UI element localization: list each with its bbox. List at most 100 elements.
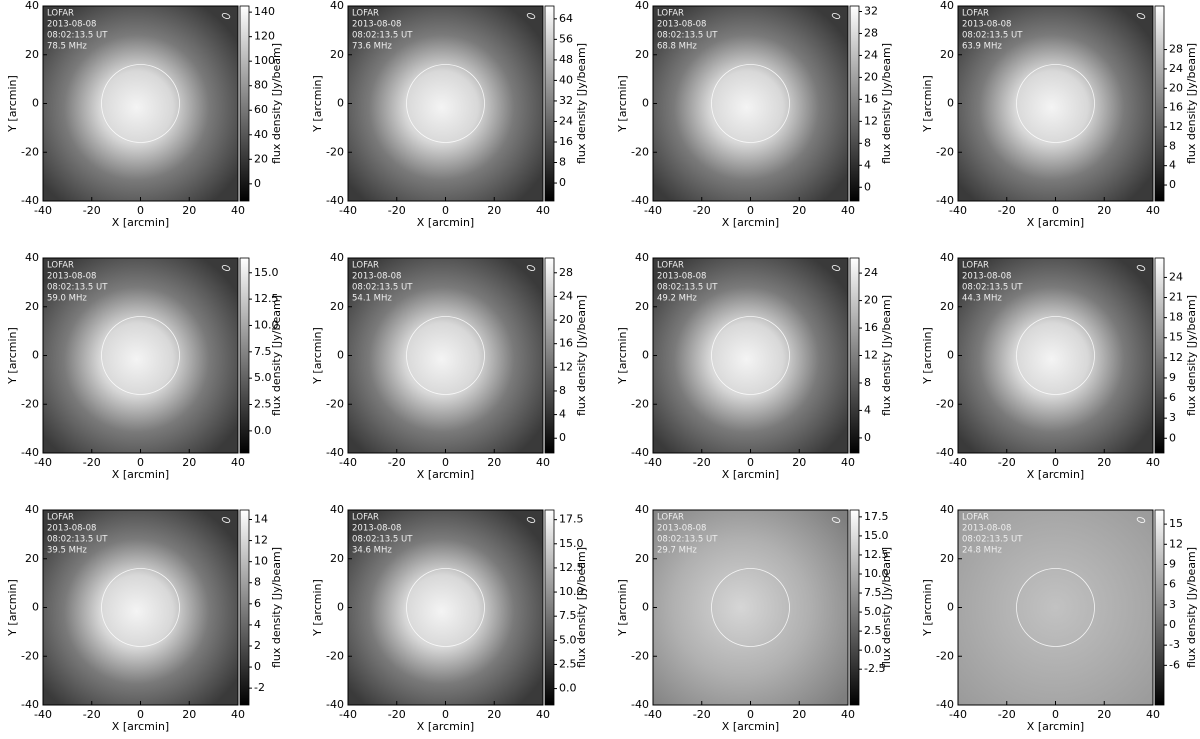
solar-limb: [101, 64, 180, 143]
colorbar-tick-label: 12: [864, 349, 878, 362]
annotation: 68.8 MHz: [657, 42, 697, 52]
y-tick-label: 40: [25, 503, 39, 516]
x-axis-label: X [arcmin]: [1027, 216, 1084, 229]
colorbar-label: flux density [Jy/beam]: [270, 295, 283, 416]
y-axis-label: Y [arcmin]: [6, 327, 19, 385]
y-tick-label: 0: [337, 349, 344, 362]
x-tick-label: 40: [841, 204, 855, 217]
colorbar-tick-label: 15.0: [559, 537, 584, 550]
colorbar-tick-label: 0.0: [559, 682, 577, 695]
x-tick-label: -40: [339, 708, 357, 721]
x-tick-label: 0: [1052, 708, 1059, 721]
colorbar-tick-label: -2.5: [864, 662, 885, 675]
colorbar-tick-label: 10.0: [864, 567, 889, 580]
colorbar-tick-label: 4: [254, 618, 261, 631]
map-image: [348, 510, 543, 705]
y-tick-label: 20: [635, 48, 649, 61]
colorbar-tick-label: 0.0: [864, 643, 882, 656]
annotation: 2013-08-08: [352, 272, 401, 282]
y-tick-label: -40: [21, 194, 39, 207]
annotation: LOFAR: [352, 513, 379, 523]
x-tick-label: 20: [792, 708, 806, 721]
colorbar-tick-label: 28: [1169, 43, 1183, 56]
x-tick-label: -40: [339, 204, 357, 217]
annotation: LOFAR: [657, 261, 684, 271]
annotation: 2013-08-08: [47, 524, 96, 534]
y-tick-label: -20: [936, 145, 954, 158]
map-image: [958, 258, 1153, 453]
annotation: 73.6 MHz: [352, 42, 392, 52]
colorbar-tick-label: 120: [254, 30, 275, 43]
beam: [1136, 13, 1146, 19]
x-axis-label: X [arcmin]: [112, 468, 169, 481]
y-axis-label: Y [arcmin]: [616, 327, 629, 385]
x-tick-label: -20: [693, 708, 711, 721]
solar-limb: [711, 64, 790, 143]
colorbar-tick-label: 20: [864, 70, 878, 83]
annotation: 29.7 MHz: [657, 546, 697, 556]
solar-limb: [101, 316, 180, 395]
colorbar-tick-label: 7.5: [559, 609, 577, 622]
y-tick-label: 20: [330, 300, 344, 313]
x-tick-label: 40: [231, 204, 245, 217]
colorbar-tick-label: 15: [1169, 331, 1183, 344]
map-image: [43, 258, 238, 453]
colorbar-tick-label: 17.5: [864, 510, 889, 523]
annotation: 08:02:13.5 UT: [962, 31, 1023, 41]
x-tick-label: -20: [83, 204, 101, 217]
x-tick-label: 20: [182, 708, 196, 721]
x-tick-label: 0: [137, 204, 144, 217]
x-tick-label: -40: [34, 456, 52, 469]
x-tick-label: 0: [442, 204, 449, 217]
colorbar-tick-label: 0: [1169, 431, 1176, 444]
colorbar-tick-label: 12: [1169, 537, 1183, 550]
colorbar-tick-label: 140: [254, 5, 275, 18]
y-tick-label: 20: [25, 300, 39, 313]
y-axis-label: Y [arcmin]: [311, 327, 324, 385]
annotation: 08:02:13.5 UT: [657, 535, 718, 545]
x-tick-label: 40: [231, 708, 245, 721]
colorbar-tick-label: 32: [864, 4, 878, 17]
x-tick-label: -20: [83, 708, 101, 721]
x-tick-label: 20: [1097, 456, 1111, 469]
x-tick-label: -20: [998, 204, 1016, 217]
colorbar-tick-label: 20: [254, 152, 268, 165]
y-tick-label: 0: [337, 97, 344, 110]
x-tick-label: 40: [536, 708, 550, 721]
y-tick-label: -20: [326, 649, 344, 662]
y-tick-label: 40: [25, 251, 39, 264]
y-tick-label: 40: [330, 0, 344, 12]
y-tick-label: -40: [326, 446, 344, 459]
solar-limb: [1016, 316, 1095, 395]
y-tick-label: 20: [330, 552, 344, 565]
colorbar: [849, 5, 860, 202]
annotation: 2013-08-08: [352, 524, 401, 534]
colorbar-tick-label: 12: [864, 114, 878, 127]
y-tick-label: 0: [32, 97, 39, 110]
colorbar: [239, 509, 250, 706]
y-tick-label: 40: [635, 251, 649, 264]
beam: [1136, 265, 1146, 271]
colorbar-tick-label: 32: [559, 94, 573, 107]
beam: [526, 517, 536, 523]
colorbar-tick-label: 8: [559, 384, 566, 397]
beam: [831, 517, 841, 523]
colorbar-tick-label: 5.0: [254, 371, 272, 384]
y-tick-label: 0: [642, 601, 649, 614]
y-axis-label: Y [arcmin]: [6, 579, 19, 637]
y-tick-label: -20: [631, 649, 649, 662]
colorbar-tick-label: 5.0: [864, 605, 882, 618]
x-tick-label: 0: [747, 204, 754, 217]
y-tick-label: -40: [631, 698, 649, 711]
y-tick-label: -20: [21, 397, 39, 410]
colorbar-label: flux density [Jy/beam]: [880, 295, 893, 416]
colorbar-label: flux density [Jy/beam]: [575, 295, 588, 416]
beam: [526, 265, 536, 271]
x-tick-label: -40: [949, 456, 967, 469]
colorbar-tick-label: 12: [254, 534, 268, 547]
colorbar-tick-label: 8: [254, 576, 261, 589]
y-tick-label: -40: [936, 194, 954, 207]
y-axis-label: Y [arcmin]: [311, 579, 324, 637]
y-tick-label: -20: [631, 397, 649, 410]
x-tick-label: 40: [536, 204, 550, 217]
